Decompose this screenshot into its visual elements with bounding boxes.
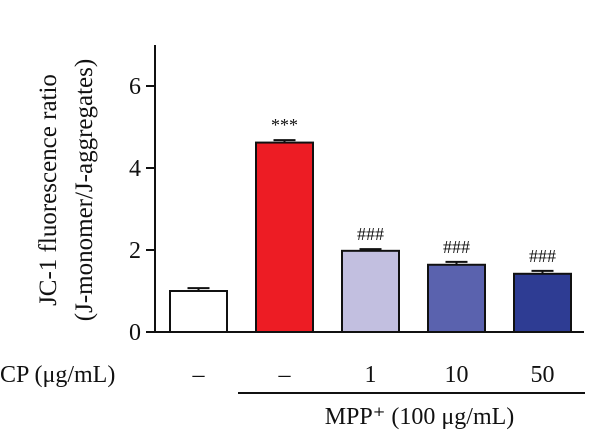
y-tick-label: 2	[129, 238, 141, 264]
y-tick-label: 4	[129, 156, 141, 182]
bar	[255, 141, 314, 333]
cp-value-label: 50	[531, 362, 555, 388]
y-axis-title: JC-1 fluorescence ratio (J-monomer/J-agg…	[35, 59, 98, 321]
bar	[169, 290, 228, 333]
bars: *** ### ### ###	[169, 115, 572, 334]
cp-value-label: –	[192, 362, 206, 388]
cp-value-label: 10	[445, 362, 469, 388]
significance-label: ###	[443, 237, 470, 257]
cp-value-label: –	[278, 362, 292, 388]
y-tick-label: 0	[129, 320, 141, 346]
bar	[341, 249, 400, 334]
y-axis-ticks: 0 2 4 6	[129, 74, 155, 346]
bar	[427, 263, 486, 334]
significance-label: ***	[271, 115, 298, 135]
y-axis-title-line-2: (J-monomer/J-aggregates)	[71, 59, 98, 321]
cp-row: CP (μg/mL) – – 1 10 50	[0, 362, 555, 388]
y-axis-title-line-1: JC-1 fluorescence ratio	[35, 74, 62, 306]
bar	[513, 272, 572, 333]
cp-value-label: 1	[365, 362, 377, 388]
cp-row-label: CP (μg/mL)	[0, 362, 115, 388]
y-tick-label: 6	[129, 74, 141, 100]
significance-label: ###	[529, 246, 556, 266]
significance-label: ###	[357, 224, 384, 244]
mpp-group-label: MPP⁺ (100 μg/mL)	[325, 404, 515, 430]
